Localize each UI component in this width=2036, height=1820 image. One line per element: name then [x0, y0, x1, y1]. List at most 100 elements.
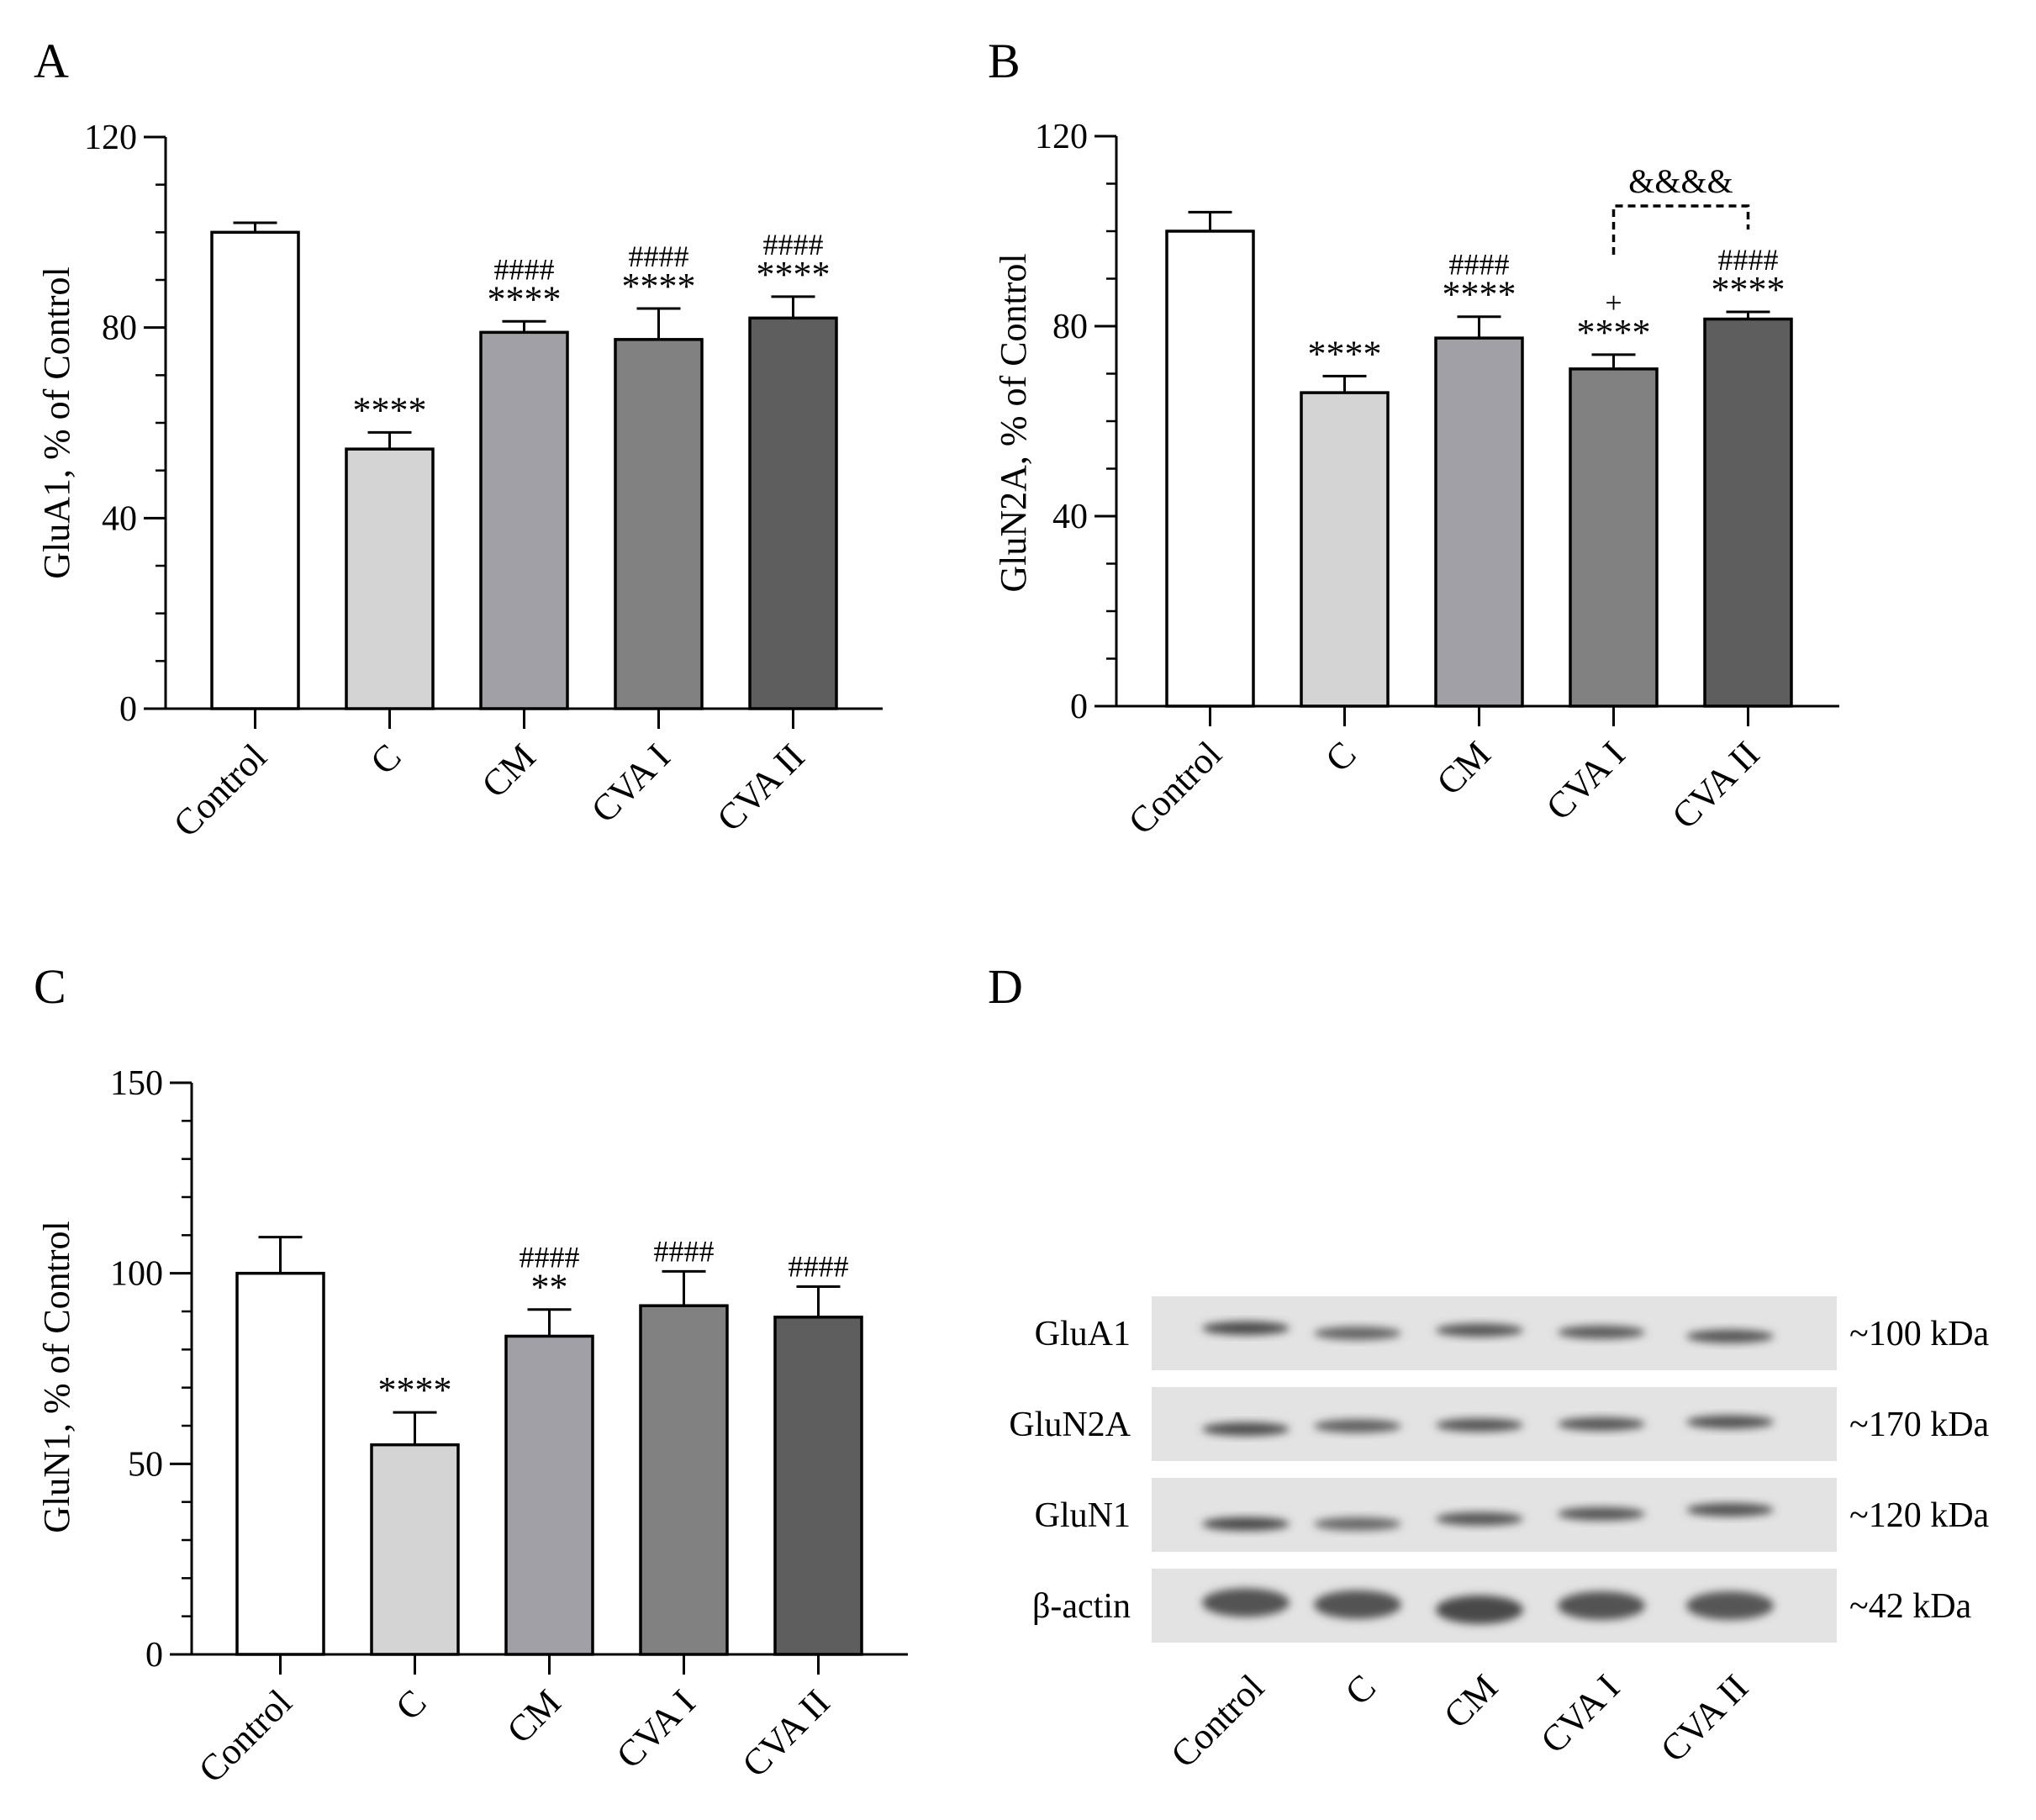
blot-row-label: GluN1: [1035, 1496, 1131, 1535]
blot-lane-label: CVA I: [1532, 1666, 1627, 1761]
y-tick-label: 40: [1052, 498, 1088, 536]
blot-mw-label: ~42 kDa: [1849, 1587, 1972, 1626]
bar-cm: [1434, 336, 1524, 708]
y-axis-label: GluN1, % of Control: [36, 1221, 77, 1533]
x-tick-label: C: [362, 736, 409, 782]
blot-band: [1558, 1325, 1645, 1339]
chart-panel-b: B 0 40 80 120 GluN2A, % of Control Control C ***…: [988, 34, 1839, 842]
significance-stars: ****: [1577, 312, 1651, 353]
x-tick-label: C: [388, 1681, 434, 1728]
panel-letter: C: [34, 959, 66, 1014]
y-tick-label: 80: [1052, 308, 1088, 346]
bar-cva-ii: [748, 316, 838, 710]
significance-stars: ****: [378, 1369, 452, 1411]
bar-cva-ii: [773, 1316, 863, 1656]
significance-marks: ####: [789, 1250, 849, 1284]
x-tick-label: Control: [166, 736, 275, 845]
significance-marks: ####: [629, 240, 689, 273]
y-axis-label: GluA1, % of Control: [36, 266, 77, 579]
bar-cm: [504, 1334, 594, 1656]
blot-band: [1686, 1415, 1774, 1429]
blot-mw-label: ~120 kDa: [1849, 1496, 1990, 1535]
bar-cm: [479, 330, 569, 710]
y-tick-label: 40: [102, 499, 137, 538]
y-tick-label: 120: [1035, 118, 1088, 156]
x-tick-label: C: [1317, 733, 1363, 779]
significance-stars: **: [531, 1267, 568, 1308]
x-tick-label: CVA I: [609, 1681, 704, 1776]
x-tick-label: Control: [1121, 733, 1230, 842]
blot-band: [1686, 1329, 1774, 1343]
blot-row-label: GluA1: [1035, 1315, 1131, 1353]
blot-band: [1436, 1418, 1523, 1432]
blot-band: [1314, 1517, 1401, 1531]
significance-marks: ####: [1718, 243, 1779, 277]
blot-band: [1558, 1591, 1645, 1620]
x-tick-label: CVA II: [709, 736, 812, 839]
comparison-bracket: [1611, 204, 1750, 255]
x-tick-label: CM: [473, 736, 543, 805]
panel-letter: A: [34, 34, 69, 88]
blot-band: [1202, 1517, 1290, 1531]
x-tick-label: Control: [191, 1681, 300, 1791]
y-tick-label: 0: [145, 1636, 163, 1675]
significance-stars: ****: [1712, 269, 1785, 310]
blot-lane-label: CVA II: [1653, 1666, 1756, 1770]
x-tick-label: CVA II: [1664, 733, 1767, 836]
significance-marks: ####: [494, 252, 555, 286]
bar-cva-ii: [1703, 317, 1793, 708]
bar-control: [235, 1271, 325, 1656]
blot-band: [1686, 1503, 1774, 1517]
blot-band: [1436, 1323, 1523, 1337]
y-tick-label: 120: [84, 119, 137, 157]
blot-band: [1314, 1327, 1401, 1340]
blot-mw-label: ~100 kDa: [1849, 1315, 1990, 1353]
bar-c: [1300, 391, 1390, 708]
blot-lane-label: Control: [1163, 1666, 1272, 1775]
significance-marks: ####: [763, 228, 824, 261]
blot-band: [1202, 1588, 1290, 1617]
blot-band: [1314, 1590, 1401, 1619]
significance-stars: ****: [488, 278, 562, 319]
blot-mw-label: ~170 kDa: [1849, 1406, 1990, 1444]
blot-lane-label: CM: [1436, 1666, 1506, 1736]
bar-c: [370, 1443, 460, 1656]
bracket-label: &&&&: [1628, 162, 1733, 200]
blot-band: [1202, 1422, 1290, 1436]
bar-c: [345, 447, 435, 710]
x-tick-label: CVA I: [1538, 733, 1633, 828]
significance-stars: ****: [622, 266, 696, 307]
y-tick-label: 0: [119, 690, 137, 729]
bar-control: [210, 230, 300, 710]
x-tick-label: CVA II: [734, 1681, 837, 1785]
bar-cva-i: [614, 338, 704, 710]
y-axis-label: GluN2A, % of Control: [993, 253, 1034, 592]
y-tick-label: 0: [1070, 688, 1088, 726]
y-tick-label: 50: [128, 1445, 163, 1484]
x-tick-label: CM: [1428, 733, 1498, 803]
bar-cva-i: [639, 1304, 729, 1656]
y-tick-label: 100: [110, 1255, 163, 1294]
blot-band: [1436, 1511, 1523, 1526]
blot-row-label: β-actin: [1032, 1587, 1131, 1626]
y-tick-label: 150: [110, 1064, 163, 1103]
significance-marks: ####: [520, 1241, 580, 1274]
significance-stars: ****: [757, 254, 831, 295]
significance-marks: ####: [1449, 248, 1510, 282]
chart-panel-a: A 0 40 80 120 GluA1, % of Control Control C ****…: [34, 34, 883, 845]
bar-cva-i: [1569, 367, 1659, 708]
significance-stars: ****: [1443, 274, 1516, 315]
significance-marks: +: [1605, 286, 1622, 319]
significance-stars: ****: [353, 389, 427, 430]
x-tick-label: CM: [498, 1681, 568, 1751]
blot-band: [1686, 1591, 1774, 1620]
blot-band: [1202, 1321, 1290, 1335]
blot-band: [1558, 1506, 1645, 1521]
panel-letter: D: [988, 959, 1023, 1014]
bar-control: [1165, 229, 1255, 708]
blot-band: [1436, 1595, 1523, 1624]
x-tick-label: CVA I: [583, 736, 678, 831]
blot-row-label: GluN2A: [1009, 1406, 1131, 1444]
